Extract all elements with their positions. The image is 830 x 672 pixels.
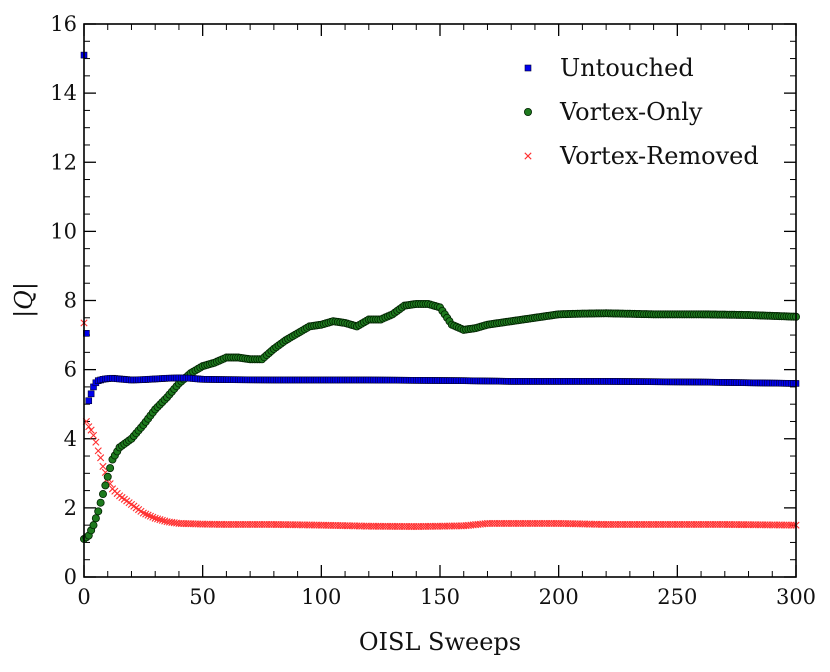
data-point [87,426,95,434]
x-axis-title: OISL Sweeps [359,628,521,656]
data-point [89,521,98,530]
y-tick-label: 12 [50,150,77,174]
data-point [85,423,93,431]
data-point [139,509,147,517]
y-tick-label: 8 [64,289,77,313]
x-tick-label: 100 [301,585,341,609]
data-point [92,438,100,446]
data-point [87,390,95,398]
legend-marker [524,64,532,72]
y-tick-label: 6 [64,358,77,382]
x-tick-label: 200 [539,585,579,609]
x-tick-label: 50 [189,585,216,609]
x-tick-label: 150 [420,585,460,609]
x-tick-label: 300 [776,585,816,609]
y-tick-label: 4 [64,427,77,451]
legend: Untouched Vortex-Only Vortex-Removed [524,54,759,170]
data-point [94,507,103,516]
x-tick-label: 0 [77,585,90,609]
data-point [151,514,159,522]
legend-label: Untouched [560,54,694,82]
legend-marker [524,152,532,160]
data-point [156,516,164,524]
y-tick-label: 16 [50,12,77,36]
y-tick-label: 2 [64,496,77,520]
y-tick-label: 0 [64,565,77,589]
x-tick-label: 250 [657,585,697,609]
y-axis-title: |Q| [10,282,39,318]
tick-labels: 0 50 100 150 200 250 300 0 2 4 6 8 10 12 14 16 [50,12,816,609]
legend-marker [524,108,533,117]
data-point [91,514,100,523]
data-point [142,510,150,518]
data-point [103,472,112,481]
data-point [94,447,102,455]
data-point [106,464,115,473]
data-point [96,498,105,507]
plot-frame [83,23,797,578]
y-tick-label: 10 [50,219,77,243]
data-point [85,397,93,405]
data-point [158,516,166,524]
data-point [101,481,110,490]
data-point [144,511,152,519]
data-point [149,513,157,521]
data-point [98,490,107,499]
data-point [97,454,105,462]
legend-label: Vortex-Removed [559,142,759,170]
data-point [89,431,98,439]
data-point [146,512,155,520]
legend-label: Vortex-Only [559,98,703,126]
y-tick-label: 14 [50,81,77,105]
data-point [99,462,107,470]
data-series [80,51,801,543]
series-vortex-only [80,299,801,543]
data-point [153,515,162,523]
